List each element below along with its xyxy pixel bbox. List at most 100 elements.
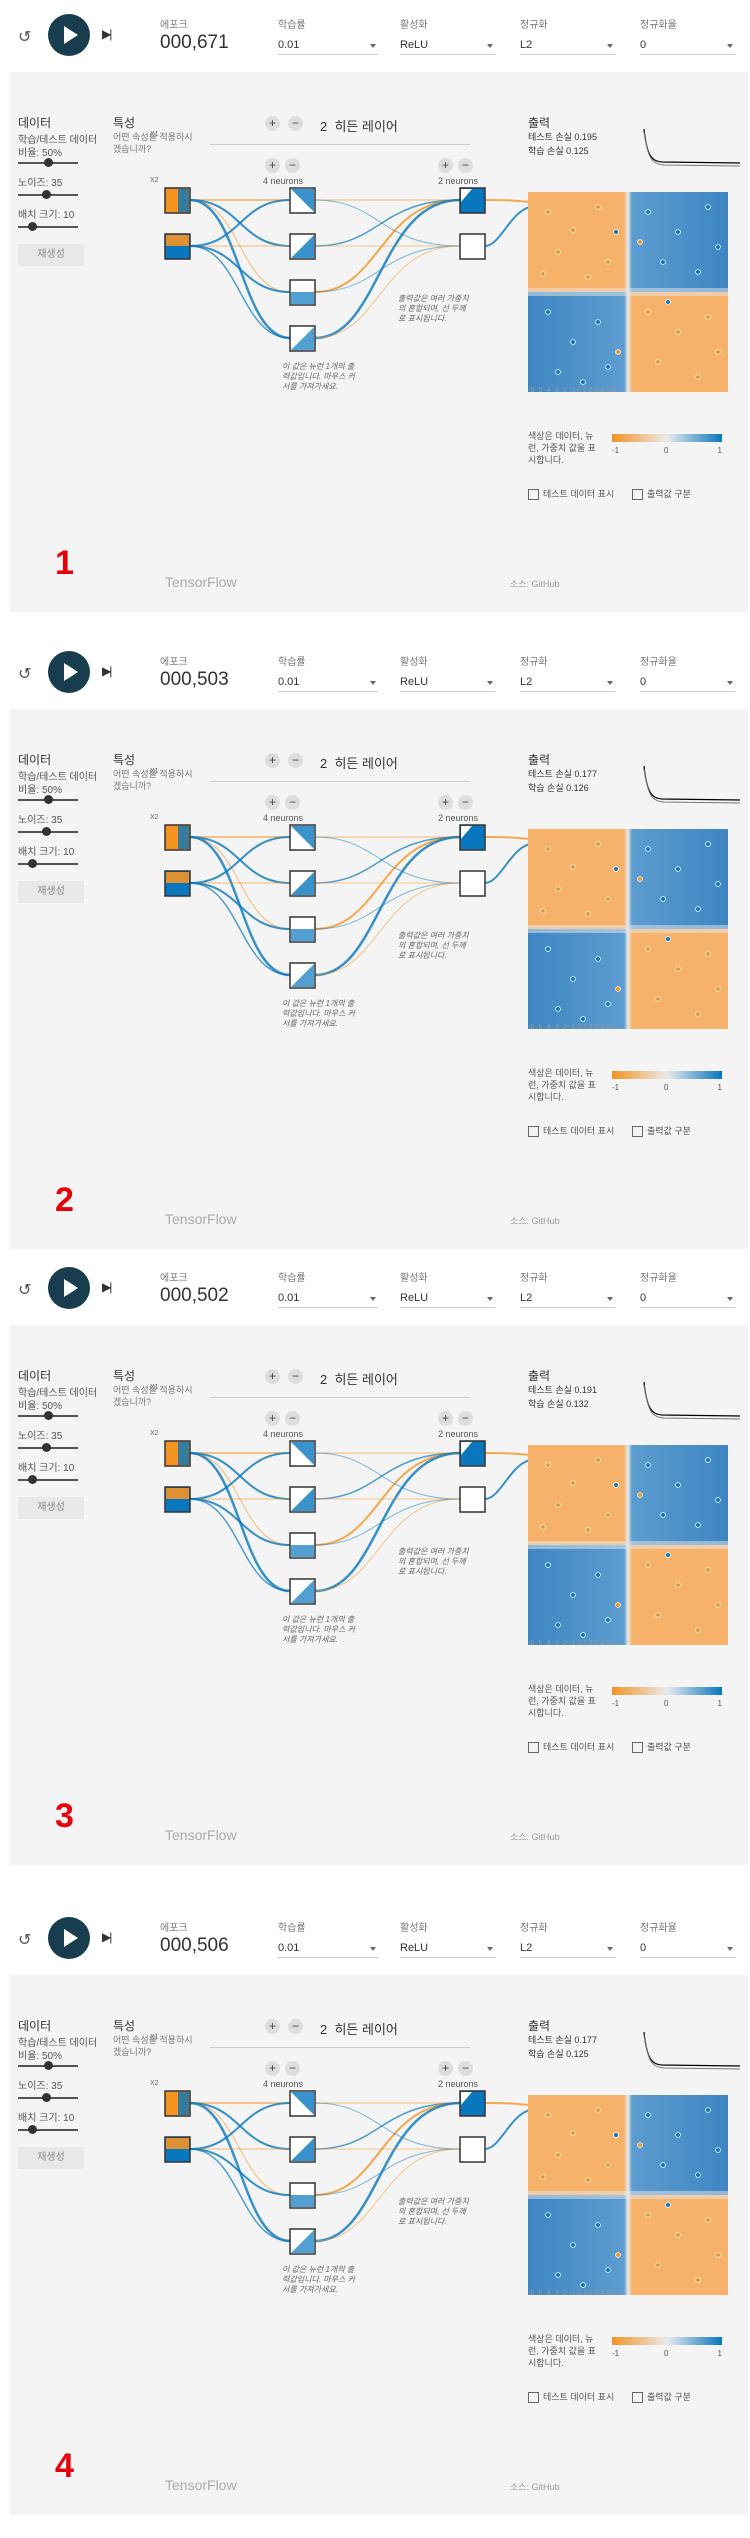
remove-neuron-layer2-button[interactable]: − xyxy=(458,1411,473,1426)
activation-value[interactable]: ReLU xyxy=(400,1292,495,1308)
play-button[interactable] xyxy=(48,1267,90,1309)
show-test-data-checkbox[interactable]: 테스트 데이터 표시 xyxy=(528,488,628,501)
reg-rate-value[interactable]: 0 xyxy=(640,1942,735,1958)
ratio-slider-knob[interactable] xyxy=(44,158,53,167)
remove-neuron-layer2-button[interactable]: − xyxy=(458,2061,473,2076)
regularization-value[interactable]: L2 xyxy=(520,1292,615,1308)
remove-layer-button[interactable]: − xyxy=(288,2019,303,2034)
reg-rate-select[interactable]: 정규화율 0 xyxy=(640,653,735,693)
batch-slider-knob[interactable] xyxy=(28,2125,37,2134)
reset-icon[interactable]: ↺ xyxy=(18,1932,32,1949)
show-test-data-checkbox[interactable]: 테스트 데이터 표시 xyxy=(528,1741,628,1754)
remove-layer-button[interactable]: − xyxy=(288,753,303,768)
activation-select[interactable]: 활성화 ReLU xyxy=(400,1919,495,1959)
discretize-checkbox[interactable]: 출력값 구분 xyxy=(632,1741,691,1754)
reg-rate-select[interactable]: 정규화율 0 xyxy=(640,1919,735,1959)
add-layer-button[interactable]: + xyxy=(265,2019,280,2034)
hidden-layer2-nodes[interactable] xyxy=(459,1440,486,1513)
step-icon[interactable]: ▶| xyxy=(102,27,112,41)
source-link[interactable]: 소스: GitHub xyxy=(510,1216,560,1226)
learning-rate-select[interactable]: 학습률 0.01 xyxy=(278,16,378,56)
learning-rate-select[interactable]: 학습률 0.01 xyxy=(278,1919,378,1959)
regenerate-button[interactable]: 재생성 xyxy=(18,881,84,903)
regenerate-button[interactable]: 재생성 xyxy=(18,2147,84,2169)
step-icon[interactable]: ▶| xyxy=(102,664,112,678)
source-link[interactable]: 소스: GitHub xyxy=(510,2482,560,2492)
activation-select[interactable]: 활성화 ReLU xyxy=(400,16,495,56)
add-neuron-layer2-button[interactable]: + xyxy=(438,795,453,810)
hidden-layer1-nodes[interactable] xyxy=(289,187,316,352)
activation-select[interactable]: 활성화 ReLU xyxy=(400,653,495,693)
activation-select[interactable]: 활성화 ReLU xyxy=(400,1269,495,1309)
batch-slider[interactable] xyxy=(18,222,78,231)
batch-slider[interactable] xyxy=(18,2125,78,2134)
activation-value[interactable]: ReLU xyxy=(400,1942,495,1958)
reg-rate-value[interactable]: 0 xyxy=(640,39,735,55)
regenerate-button[interactable]: 재생성 xyxy=(18,244,84,266)
regularization-select[interactable]: 정규화 L2 xyxy=(520,16,615,56)
reg-rate-select[interactable]: 정규화율 0 xyxy=(640,1269,735,1309)
reset-icon[interactable]: ↺ xyxy=(18,29,32,46)
regularization-select[interactable]: 정규화 L2 xyxy=(520,1269,615,1309)
input-nodes[interactable] xyxy=(164,2090,191,2163)
learning-rate-value[interactable]: 0.01 xyxy=(278,39,378,55)
reg-rate-select[interactable]: 정규화율 0 xyxy=(640,16,735,56)
ratio-slider[interactable] xyxy=(18,158,78,167)
add-layer-button[interactable]: + xyxy=(265,753,280,768)
learning-rate-select[interactable]: 학습률 0.01 xyxy=(278,653,378,693)
remove-neuron-layer1-button[interactable]: − xyxy=(285,1411,300,1426)
add-neuron-layer1-button[interactable]: + xyxy=(265,795,280,810)
noise-slider[interactable] xyxy=(18,2093,78,2102)
reg-rate-value[interactable]: 0 xyxy=(640,1292,735,1308)
play-button[interactable] xyxy=(48,1917,90,1959)
hidden-layer1-nodes[interactable] xyxy=(289,2090,316,2255)
input-nodes[interactable] xyxy=(164,824,191,897)
discretize-checkbox[interactable]: 출력값 구분 xyxy=(632,488,691,501)
ratio-slider-knob[interactable] xyxy=(44,2061,53,2070)
hidden-layer2-nodes[interactable] xyxy=(459,187,486,260)
reset-icon[interactable]: ↺ xyxy=(18,1282,32,1299)
hidden-layer2-nodes[interactable] xyxy=(459,824,486,897)
hidden-layer1-nodes[interactable] xyxy=(289,824,316,989)
add-layer-button[interactable]: + xyxy=(265,116,280,131)
regularization-value[interactable]: L2 xyxy=(520,1942,615,1958)
step-icon[interactable]: ▶| xyxy=(102,1930,112,1944)
ratio-slider[interactable] xyxy=(18,795,78,804)
regularization-value[interactable]: L2 xyxy=(520,39,615,55)
batch-slider[interactable] xyxy=(18,1475,78,1484)
add-neuron-layer1-button[interactable]: + xyxy=(265,158,280,173)
hidden-layer2-nodes[interactable] xyxy=(459,2090,486,2163)
discretize-checkbox[interactable]: 출력값 구분 xyxy=(632,2391,691,2404)
noise-slider-knob[interactable] xyxy=(42,190,51,199)
play-button[interactable] xyxy=(48,651,90,693)
ratio-slider-knob[interactable] xyxy=(44,795,53,804)
remove-neuron-layer2-button[interactable]: − xyxy=(458,158,473,173)
noise-slider-knob[interactable] xyxy=(42,2093,51,2102)
show-test-data-checkbox[interactable]: 테스트 데이터 표시 xyxy=(528,2391,628,2404)
reset-icon[interactable]: ↺ xyxy=(18,666,32,683)
remove-neuron-layer2-button[interactable]: − xyxy=(458,795,473,810)
add-neuron-layer1-button[interactable]: + xyxy=(265,2061,280,2076)
remove-layer-button[interactable]: − xyxy=(288,1369,303,1384)
step-icon[interactable]: ▶| xyxy=(102,1280,112,1294)
hidden-layer1-nodes[interactable] xyxy=(289,1440,316,1605)
batch-slider-knob[interactable] xyxy=(28,859,37,868)
batch-slider-knob[interactable] xyxy=(28,222,37,231)
add-neuron-layer2-button[interactable]: + xyxy=(438,1411,453,1426)
noise-slider[interactable] xyxy=(18,1443,78,1452)
regularization-select[interactable]: 정규화 L2 xyxy=(520,1919,615,1959)
batch-slider[interactable] xyxy=(18,859,78,868)
play-button[interactable] xyxy=(48,14,90,56)
add-layer-button[interactable]: + xyxy=(265,1369,280,1384)
add-neuron-layer1-button[interactable]: + xyxy=(265,1411,280,1426)
show-test-data-checkbox[interactable]: 테스트 데이터 표시 xyxy=(528,1125,628,1138)
ratio-slider[interactable] xyxy=(18,1411,78,1420)
source-link[interactable]: 소스: GitHub xyxy=(510,579,560,589)
learning-rate-value[interactable]: 0.01 xyxy=(278,676,378,692)
source-link[interactable]: 소스: GitHub xyxy=(510,1832,560,1842)
learning-rate-select[interactable]: 학습률 0.01 xyxy=(278,1269,378,1309)
remove-neuron-layer1-button[interactable]: − xyxy=(285,2061,300,2076)
noise-slider-knob[interactable] xyxy=(42,827,51,836)
add-neuron-layer2-button[interactable]: + xyxy=(438,2061,453,2076)
noise-slider-knob[interactable] xyxy=(42,1443,51,1452)
